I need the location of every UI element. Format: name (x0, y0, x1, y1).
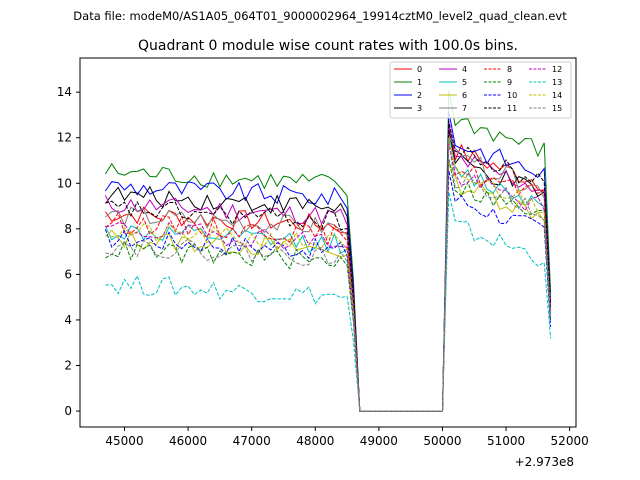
y-tick-label-4: 4 (64, 313, 72, 327)
legend-label-5: 5 (462, 78, 467, 87)
chart-title: Quadrant 0 module wise count rates with … (138, 38, 518, 54)
series-line-3 (105, 129, 552, 412)
legend-label-8: 8 (507, 65, 512, 74)
legend-label-4: 4 (462, 65, 467, 74)
series-line-9 (105, 158, 552, 412)
legend-label-14: 14 (552, 91, 562, 100)
legend-label-10: 10 (507, 91, 517, 100)
plot-lines (104, 90, 552, 412)
x-tick-label-47000: 47000 (233, 434, 271, 448)
series-line-12 (105, 143, 552, 412)
series-line-14 (105, 137, 552, 412)
x-tick-label-51000: 51000 (487, 434, 525, 448)
y-tick-label-6: 6 (64, 267, 72, 281)
legend-label-15: 15 (552, 104, 562, 113)
x-tick-label-46000: 46000 (169, 434, 207, 448)
x-tick-label-52000: 52000 (551, 434, 589, 448)
axes-frame (79, 57, 577, 428)
series-line-8 (105, 142, 552, 412)
y-tick-label-14: 14 (57, 85, 72, 99)
legend-label-12: 12 (552, 65, 562, 74)
legend-label-11: 11 (507, 104, 517, 113)
legend-label-7: 7 (462, 104, 467, 113)
x-axis: 45000 46000 47000 48000 49000 50000 51000 52000 (105, 427, 589, 448)
chart-suptitle: Data file: modeM0/AS1A05_064T01_90000029… (73, 9, 567, 23)
series-line-11 (105, 120, 552, 412)
series-line-6 (105, 162, 552, 412)
series-line-10 (104, 170, 552, 412)
series-line-1 (104, 90, 552, 412)
x-tick-label-48000: 48000 (296, 434, 334, 448)
x-tick-label-45000: 45000 (105, 434, 143, 448)
series-line-13 (105, 191, 552, 412)
y-tick-label-12: 12 (57, 131, 72, 145)
y-tick-label-2: 2 (64, 359, 72, 373)
y-axis: 0 2 4 6 8 10 12 14 (57, 85, 80, 418)
legend-label-9: 9 (507, 78, 512, 87)
series-line-4 (104, 123, 552, 412)
y-tick-label-8: 8 (64, 222, 72, 236)
legend-box (389, 61, 572, 119)
x-tick-label-49000: 49000 (360, 434, 398, 448)
legend-label-0: 0 (417, 65, 422, 74)
legend-label-13: 13 (552, 78, 562, 87)
series-line-2 (104, 111, 552, 412)
series-line-15 (105, 140, 552, 412)
x-tick-label-50000: 50000 (423, 434, 461, 448)
legend-label-3: 3 (417, 104, 422, 113)
legend-label-2: 2 (417, 91, 422, 100)
x-offset-label: +2.973e8 (515, 455, 574, 469)
y-tick-label-10: 10 (57, 176, 72, 190)
legend-label-6: 6 (462, 91, 467, 100)
legend-label-1: 1 (417, 78, 422, 87)
y-tick-label-0: 0 (64, 404, 72, 418)
series-line-7 (105, 135, 552, 412)
